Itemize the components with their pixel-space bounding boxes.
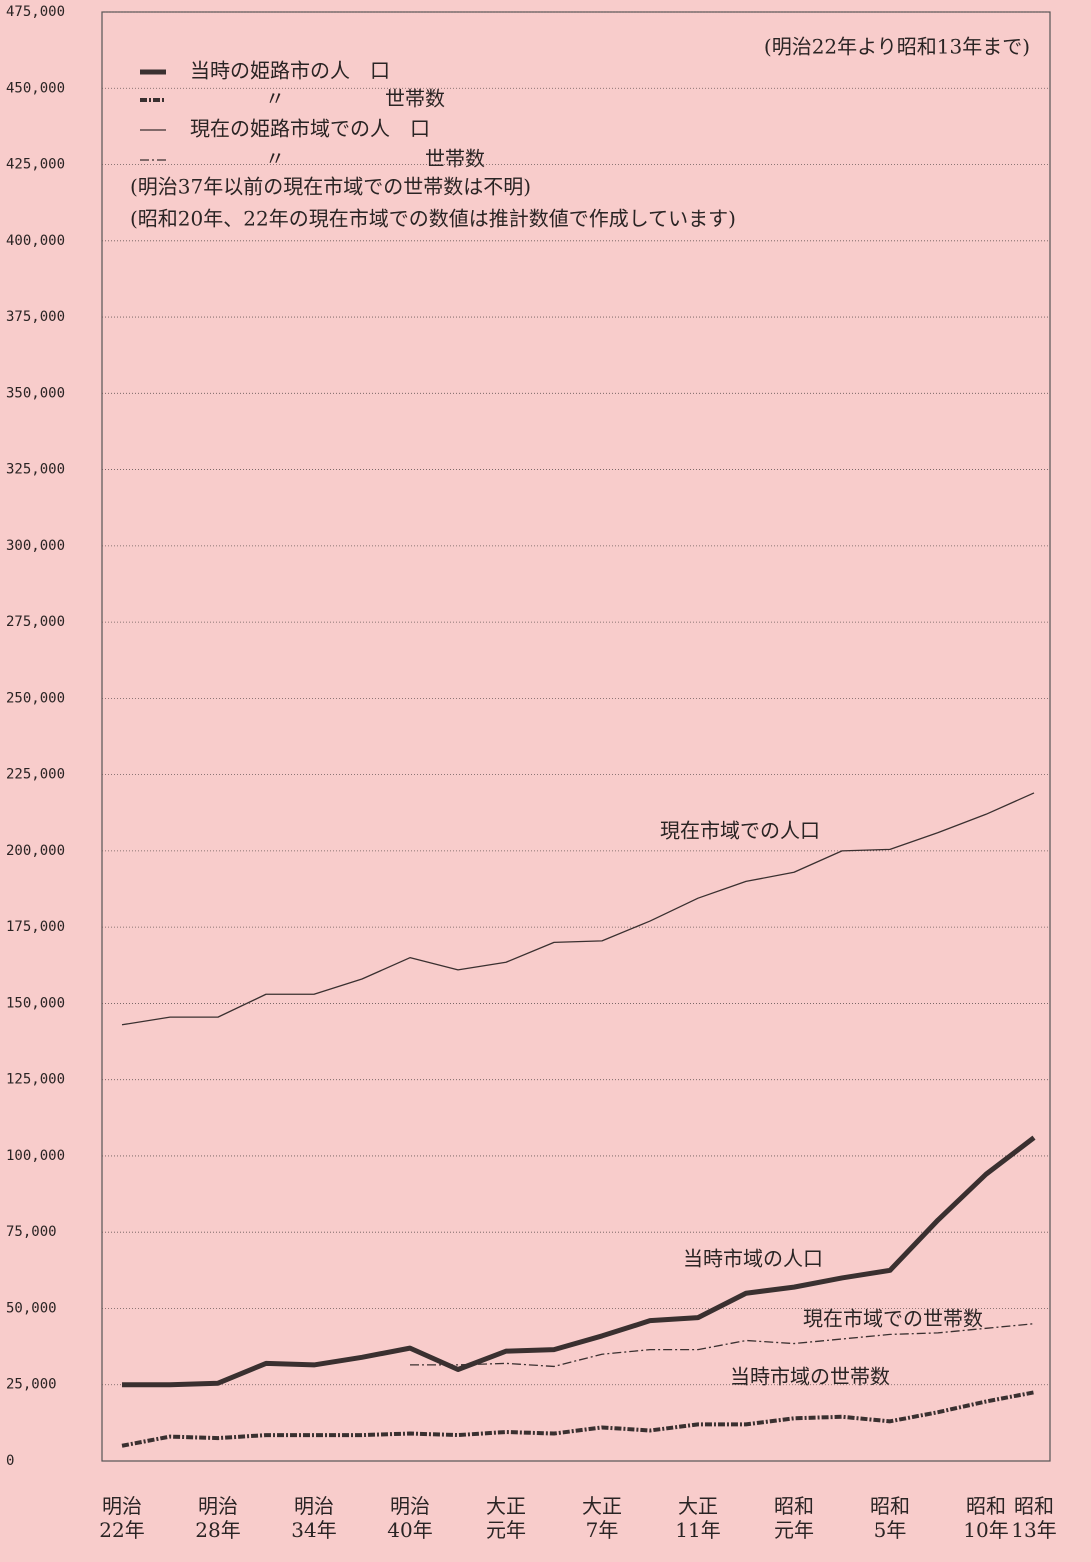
y-tick-label: 150,000 [6,995,65,1011]
x-tick-label: 大正 11年 [675,1494,720,1542]
y-tick-label: 225,000 [6,767,65,783]
x-tick-label: 昭和元年 [774,1494,814,1542]
x-tick-label: 明治 22年 [99,1494,144,1542]
y-tick-label: 300,000 [6,538,65,554]
x-tick-label-line: 10年 [963,1518,1008,1542]
legend-label: 〃 世帯数 [265,147,485,171]
x-tick-label-line: 7年 [586,1518,619,1542]
x-tick-label-line: 昭和 [966,1494,1006,1518]
x-tick-label: 大正元年 [486,1494,526,1542]
x-tick-label: 大正 7年 [582,1494,622,1542]
annotation: 現在市域での人口 [660,819,820,843]
y-tick-label: 50,000 [6,1300,57,1316]
series-line [410,1323,1035,1368]
y-tick-label: 200,000 [6,843,65,859]
y-tick-label: 0 [6,1453,14,1469]
annotation: 当時市域の人口 [683,1247,823,1271]
x-tick-label: 明治 28年 [195,1494,240,1542]
y-tick-label: 475,000 [6,4,65,20]
y-tick-label: 100,000 [6,1148,65,1164]
x-tick-label-line: 28年 [195,1518,240,1542]
x-tick-label-line: 明治 [198,1494,238,1518]
x-tick-label-line: 昭和 [774,1494,814,1518]
x-tick-label-line: 昭和 [870,1494,910,1518]
y-tick-label: 175,000 [6,919,65,935]
y-tick-label: 250,000 [6,690,65,706]
series-line [121,1390,1035,1448]
x-tick-label-line: 40年 [387,1518,432,1542]
x-tick-label-line: 大正 [678,1494,718,1518]
note: (明治37年以前の現在市域での世帯数は不明) [130,175,531,199]
x-tick-label-line: 11年 [675,1518,720,1542]
series-line [122,1135,1036,1388]
legend-label: 現在の姫路市域での人 口 [190,117,430,141]
x-tick-label-line: 明治 [294,1494,334,1518]
y-tick-label: 325,000 [6,462,65,478]
y-tick-label: 350,000 [6,385,65,401]
x-tick-label: 明治 40年 [387,1494,432,1542]
x-tick-label-line: 元年 [486,1518,526,1542]
x-tick-label-line: 明治 [102,1494,142,1518]
x-tick-label: 明治 34年 [291,1494,336,1542]
y-tick-label: 425,000 [6,157,65,173]
x-tick-label-line: 昭和 [1014,1494,1054,1518]
x-tick-label-line: 大正 [486,1494,526,1518]
series-line [121,792,1035,1026]
x-tick-label: 昭和 10年 [963,1494,1008,1542]
annotation: 現在市域での世帯数 [803,1307,983,1331]
note: (昭和20年、22年の現在市域での数値は推計数値で作成しています) [130,207,736,231]
y-tick-label: 275,000 [6,614,65,630]
x-tick-label-line: 明治 [390,1494,430,1518]
x-tick-label: 昭和 13年 [1011,1494,1056,1542]
x-tick-label-line: 13年 [1011,1518,1056,1542]
legend-label: 当時の姫路市の人 口 [190,59,390,83]
y-tick-label: 75,000 [6,1224,57,1240]
legend-label: 〃 世帯数 [265,87,445,111]
range-note: (明治22年より昭和13年まで) [764,35,1030,59]
x-tick-label-line: 元年 [774,1518,814,1542]
y-tick-label: 375,000 [6,309,65,325]
x-tick-label-line: 22年 [99,1518,144,1542]
y-tick-label: 125,000 [6,1072,65,1088]
y-tick-label: 25,000 [6,1377,57,1393]
y-tick-label: 450,000 [6,80,65,96]
x-tick-label-line: 34年 [291,1518,336,1542]
x-tick-label: 昭和 5年 [870,1494,910,1542]
y-tick-label: 400,000 [6,233,65,249]
x-tick-label-line: 大正 [582,1494,622,1518]
x-tick-label-line: 5年 [874,1518,907,1542]
